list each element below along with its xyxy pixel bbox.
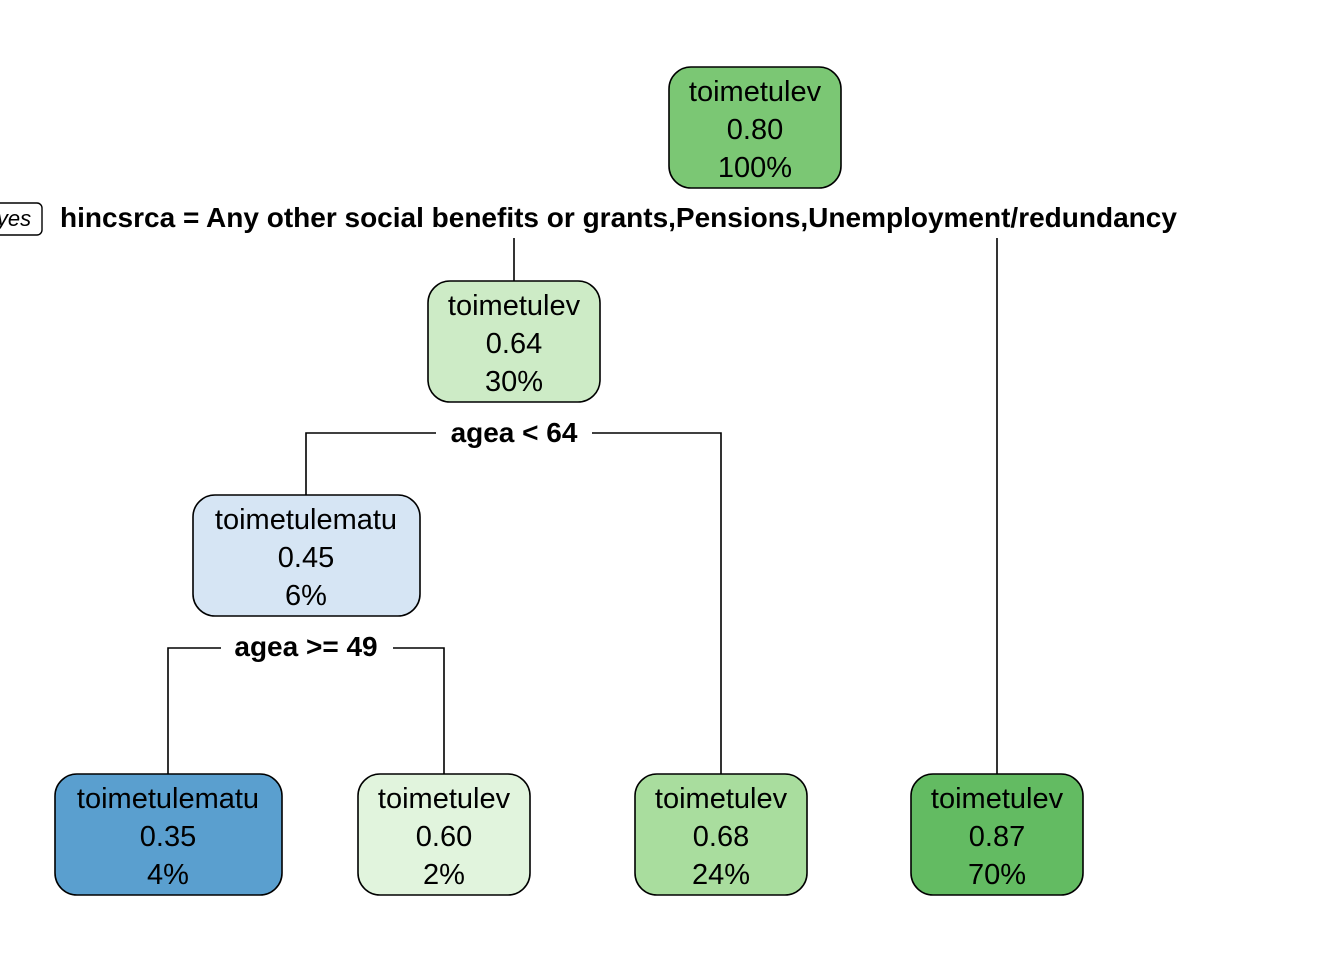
split-label-hincsrca: hincsrca = Any other social benefits or … xyxy=(60,202,1177,233)
yes-badge-label: yes xyxy=(0,206,31,231)
node-percent: 30% xyxy=(485,366,543,398)
tree-node-5: toimetulev 0.68 24% xyxy=(634,773,808,896)
node-percent: 70% xyxy=(968,859,1026,891)
node-value: 0.64 xyxy=(486,328,542,360)
node-class: toimetulematu xyxy=(215,504,397,536)
tree-node-root: toimetulev 0.80 100% xyxy=(668,66,842,189)
node-class: toimetulev xyxy=(655,783,788,815)
tree-node-9: toimetulev 0.60 2% xyxy=(357,773,531,896)
node-box xyxy=(427,280,601,403)
split-label-agea-lt-64: agea < 64 xyxy=(451,417,578,448)
node-class: toimetulematu xyxy=(77,783,259,815)
node-value: 0.60 xyxy=(416,821,472,853)
node-class: toimetulev xyxy=(689,76,822,108)
split-label-agea-ge-49: agea >= 49 xyxy=(234,631,377,662)
tree-node-3: toimetulev 0.87 70% xyxy=(910,773,1084,896)
node-box xyxy=(192,494,421,617)
tree-edges xyxy=(167,238,998,774)
edge-s3-right xyxy=(393,647,445,774)
node-box xyxy=(357,773,531,896)
node-value: 0.35 xyxy=(140,821,196,853)
node-class: toimetulev xyxy=(378,783,511,815)
yes-badge: yes xyxy=(0,202,43,236)
node-box xyxy=(634,773,808,896)
node-value: 0.87 xyxy=(969,821,1025,853)
node-percent: 4% xyxy=(147,859,189,891)
tree-node-4: toimetulematu 0.45 6% xyxy=(192,494,421,617)
node-box xyxy=(910,773,1084,896)
split-label-bg xyxy=(221,631,393,665)
yes-badge-box xyxy=(0,202,43,236)
edge-s2-left xyxy=(305,432,436,495)
edge-s3-left xyxy=(167,647,221,774)
tree-node-8: toimetulematu 0.35 4% xyxy=(54,773,283,896)
node-box xyxy=(54,773,283,896)
node-class: toimetulev xyxy=(448,290,581,322)
tree-node-2: toimetulev 0.64 30% xyxy=(427,280,601,403)
split-label-bg xyxy=(436,416,592,450)
node-value: 0.80 xyxy=(727,114,783,146)
node-class: toimetulev xyxy=(931,783,1064,815)
node-percent: 100% xyxy=(718,152,792,184)
node-percent: 6% xyxy=(285,580,327,612)
node-box xyxy=(668,66,842,189)
edge-s2-right xyxy=(592,432,722,774)
node-percent: 2% xyxy=(423,859,465,891)
node-value: 0.68 xyxy=(693,821,749,853)
node-value: 0.45 xyxy=(278,542,334,574)
node-percent: 24% xyxy=(692,859,750,891)
